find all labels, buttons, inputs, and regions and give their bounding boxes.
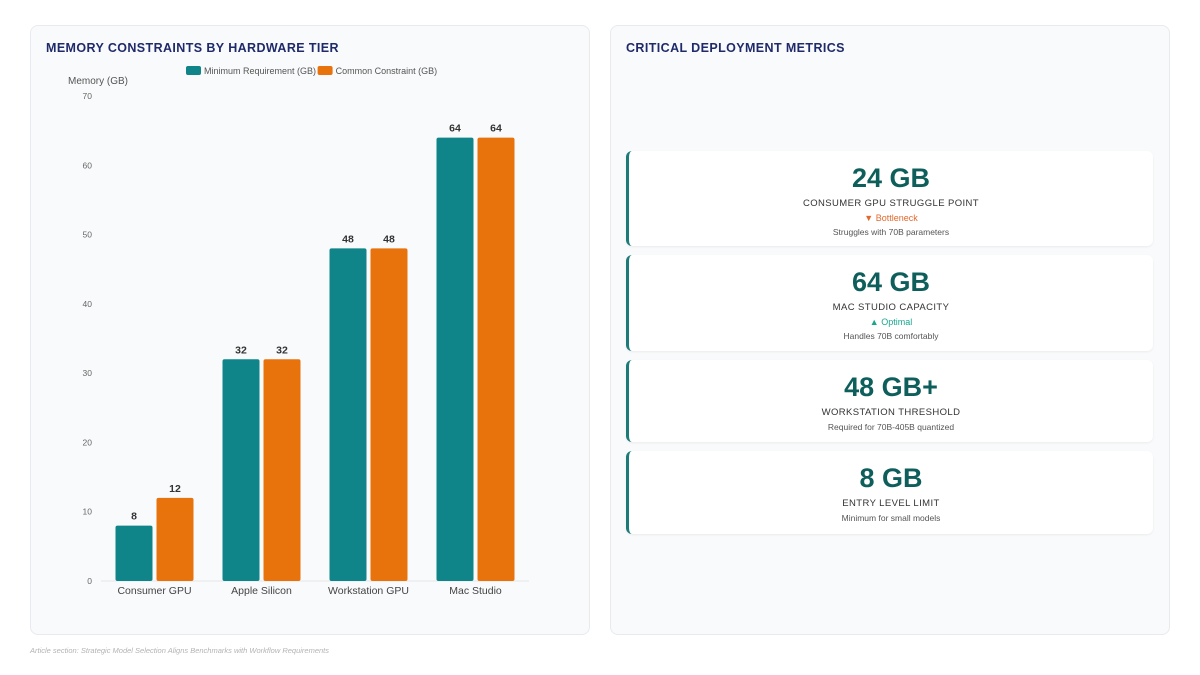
metrics-panel-title: CRITICAL DEPLOYMENT METRICS (626, 41, 845, 55)
bar-value-label: 12 (169, 483, 181, 495)
metric-value: 8 GB (859, 463, 923, 493)
y-tick-label: 10 (83, 507, 93, 517)
y-tick-label: 70 (83, 91, 93, 101)
bar (115, 525, 153, 581)
y-tick-label: 20 (83, 437, 93, 447)
y-tick-label: 0 (87, 576, 92, 586)
bar-value-label: 48 (383, 233, 395, 245)
metric-value: 48 GB+ (844, 372, 938, 402)
metric-value: 64 GB (851, 267, 931, 297)
chart-panel-title: MEMORY CONSTRAINTS BY HARDWARE TIER (46, 41, 339, 55)
metric-subtext: Struggles with 70B parameters (832, 227, 950, 237)
bar (436, 137, 474, 582)
metric-trend: ▼ Bottleneck (864, 213, 918, 223)
metric-label: CONSUMER GPU STRUGGLE POINT (802, 198, 979, 209)
y-tick-label: 30 (83, 368, 93, 378)
metric-trend: ▲ Optimal (869, 317, 913, 327)
legend-swatch (186, 66, 201, 75)
bar-value-label: 32 (235, 344, 247, 356)
bar (263, 359, 301, 581)
metric-card-workstation: 48 GB+ WORKSTATION THRESHOLD Required fo… (626, 360, 1153, 442)
x-category-label: Workstation GPU (328, 585, 409, 597)
bar (370, 248, 408, 581)
x-category-label: Consumer GPU (117, 585, 191, 597)
bar (222, 359, 260, 581)
bar-value-label: 48 (342, 233, 354, 245)
metric-label: MAC STUDIO CAPACITY (832, 302, 950, 313)
bar-value-label: 64 (449, 123, 461, 135)
metric-value: 24 GB (851, 163, 931, 193)
x-category-label: Mac Studio (449, 585, 502, 597)
metric-card-mac-studio: 64 GB MAC STUDIO CAPACITY ▲ Optimal Hand… (626, 255, 1153, 351)
y-tick-label: 40 (83, 299, 93, 309)
bar-value-label: 32 (276, 344, 288, 356)
metric-label: WORKSTATION THRESHOLD (821, 407, 961, 418)
bar-chart: Memory (GB) 0 10 20 30 40 50 60 70 Minimum Requir… (68, 66, 529, 597)
bar-value-label: 8 (131, 511, 137, 523)
metric-card-consumer-gpu: 24 GB CONSUMER GPU STRUGGLE POINT ▼ Bott… (626, 151, 1153, 246)
y-tick-label: 50 (83, 230, 93, 240)
bar (156, 497, 194, 581)
bar (477, 137, 515, 582)
metric-label: ENTRY LEVEL LIMIT (842, 498, 940, 509)
bar-value-label: 64 (490, 123, 502, 135)
y-axis-title: Memory (GB) (68, 76, 128, 87)
metric-subtext: Handles 70B comfortably (843, 331, 939, 341)
y-tick-label: 60 (83, 160, 93, 170)
x-category-label: Apple Silicon (231, 585, 292, 597)
footer-note: Article section: Strategic Model Selecti… (30, 646, 330, 655)
legend-label: Common Constraint (GB) (336, 66, 438, 76)
legend-swatch (317, 66, 333, 75)
metrics-panel: CRITICAL DEPLOYMENT METRICS 24 GB CONSUM… (610, 25, 1170, 635)
metric-card-entry-level: 8 GB ENTRY LEVEL LIMIT Minimum for small… (626, 451, 1153, 534)
bar (329, 248, 367, 581)
metric-subtext: Required for 70B-405B quantized (827, 422, 955, 432)
chart-panel: MEMORY CONSTRAINTS BY HARDWARE TIER Memo… (30, 25, 590, 635)
metric-subtext: Minimum for small models (841, 513, 941, 523)
legend-label: Minimum Requirement (GB) (204, 66, 316, 76)
